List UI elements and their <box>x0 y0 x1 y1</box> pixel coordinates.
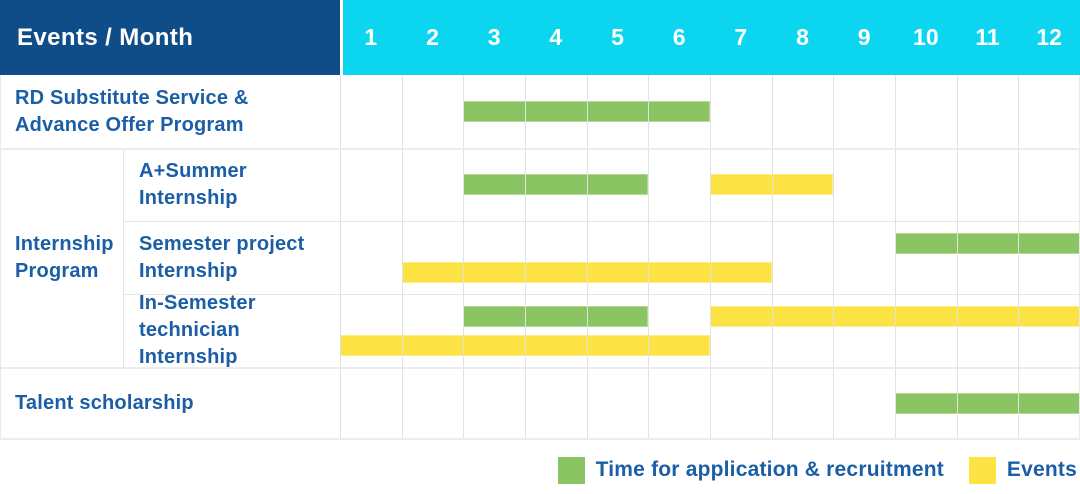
group-label-internship-program: Internship Program <box>15 232 114 282</box>
month-gridline-6 <box>710 75 711 440</box>
month-header-9: 9 <box>857 24 871 50</box>
month-header-1: 1 <box>364 24 378 50</box>
legend-item-yellow: Events <box>968 456 1077 484</box>
legend-label-green: Time for application & recruitment <box>595 458 944 481</box>
month-header-4: 4 <box>549 24 563 50</box>
labels-months-divider <box>340 75 341 440</box>
month-gridline-2 <box>463 75 465 440</box>
month-header-6: 6 <box>672 24 686 50</box>
events-month-header-cell: Events / Month <box>0 0 340 75</box>
legend-swatch-yellow <box>968 456 996 484</box>
month-gridline-11 <box>1018 75 1020 440</box>
month-header-3: 3 <box>487 24 501 50</box>
months-header-band <box>343 0 1080 75</box>
bar-talent-scholarship-green-0 <box>895 393 1080 414</box>
group-sub-divider <box>123 148 124 367</box>
month-gridline-5 <box>648 75 650 440</box>
month-gridline-10 <box>956 75 958 440</box>
table-left-border <box>0 75 1 440</box>
month-header-8: 8 <box>796 24 809 50</box>
bar-a-plus-summer-internship-green-0 <box>463 174 649 195</box>
month-header-10: 10 <box>913 24 939 50</box>
month-gridline-3 <box>525 75 526 440</box>
row-label-in-semester-technician-internship: In-Semester technician Internship <box>139 292 256 368</box>
row-divider-2 <box>123 294 1080 295</box>
row-divider-0 <box>0 148 1080 150</box>
row-label-talent-scholarship: Talent scholarship <box>15 392 194 414</box>
legend-swatch-green <box>557 456 585 484</box>
events-month-title: Events / Month <box>17 23 194 51</box>
legend: Time for application & recruitment Events <box>0 452 1077 488</box>
legend-label-yellow: Events <box>1006 458 1077 481</box>
month-header-11: 11 <box>975 24 1000 50</box>
row-label-a-plus-summer-internship: A+Summer Internship <box>139 159 247 209</box>
bar-semester-project-internship-green-0 <box>895 233 1080 254</box>
month-gridline-7 <box>771 75 773 440</box>
row-divider-4 <box>0 438 1080 440</box>
month-gridline-4 <box>586 75 588 440</box>
month-header-7: 7 <box>734 24 748 50</box>
month-gridline-1 <box>401 75 403 440</box>
row-label-semester-project-internship: Semester project Internship <box>139 232 305 282</box>
month-header-12: 12 <box>1036 24 1062 50</box>
month-gridline-9 <box>895 75 896 440</box>
legend-item-green: Time for application & recruitment <box>557 456 944 484</box>
bar-in-semester-technician-internship-green-0 <box>463 306 649 327</box>
row-divider-3 <box>0 367 1080 369</box>
row-divider-1 <box>123 221 1080 222</box>
row-label-rd-substitute-service: RD Substitute Service & Advance Offer Pro… <box>15 86 249 136</box>
month-gridline-8 <box>833 75 835 440</box>
month-header-5: 5 <box>611 24 624 50</box>
month-header-2: 2 <box>426 24 439 50</box>
